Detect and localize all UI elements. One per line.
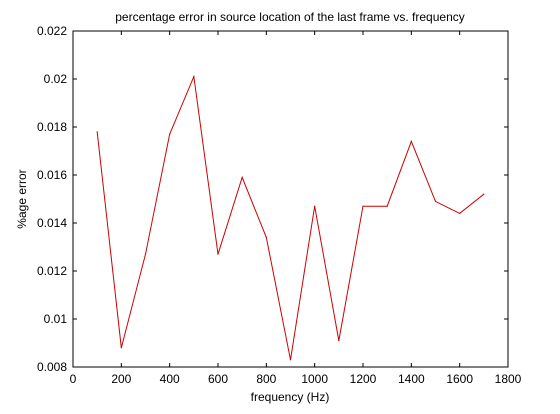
x-tick-label: 200 <box>111 372 131 386</box>
y-tick-label: 0.022 <box>37 24 67 38</box>
data-point <box>314 205 316 207</box>
data-point <box>459 212 461 214</box>
plot-area <box>72 30 509 368</box>
data-point <box>362 205 364 207</box>
y-tick-label: 0.014 <box>37 216 67 230</box>
x-tick-label: 1400 <box>398 372 425 386</box>
data-point <box>265 236 267 238</box>
x-tick-label: 1600 <box>446 372 473 386</box>
data-point <box>241 176 243 178</box>
x-axis: 0 200 400 600 800 1000 1200 1400 1600 1800 <box>70 31 522 386</box>
chart-title: percentage error in source location of t… <box>115 10 465 24</box>
x-tick-label: 400 <box>160 372 180 386</box>
x-tick-label: 1000 <box>301 372 328 386</box>
data-point <box>217 253 219 255</box>
y-tick-label: 0.016 <box>37 168 67 182</box>
x-tick-label: 800 <box>256 372 276 386</box>
x-tick-label: 1800 <box>495 372 522 386</box>
data-point <box>338 340 340 342</box>
x-axis-label: frequency (Hz) <box>251 390 330 404</box>
data-point <box>410 140 412 142</box>
x-tick-label: 1200 <box>350 372 377 386</box>
x-tick-label: 0 <box>70 372 77 386</box>
y-tick-label: 0.01 <box>44 312 68 326</box>
data-point <box>96 131 98 133</box>
y-tick-label: 0.012 <box>37 264 67 278</box>
y-axis-label: %age error <box>15 169 29 228</box>
data-point <box>144 253 147 255</box>
data-point <box>193 76 195 78</box>
data-point <box>120 347 122 349</box>
y-tick-label: 0.008 <box>37 360 67 374</box>
y-tick-label: 0.018 <box>37 120 67 134</box>
data-point <box>169 133 171 135</box>
series-layer <box>96 74 485 361</box>
y-axis: 0.008 0.01 0.012 0.014 0.016 0.018 0.02 0.022 <box>37 24 508 374</box>
y-tick-label: 0.02 <box>44 72 68 86</box>
data-point <box>434 200 437 202</box>
x-tick-label: 600 <box>208 372 228 386</box>
data-point <box>289 359 292 361</box>
data-point <box>483 193 485 195</box>
data-point <box>386 205 388 207</box>
